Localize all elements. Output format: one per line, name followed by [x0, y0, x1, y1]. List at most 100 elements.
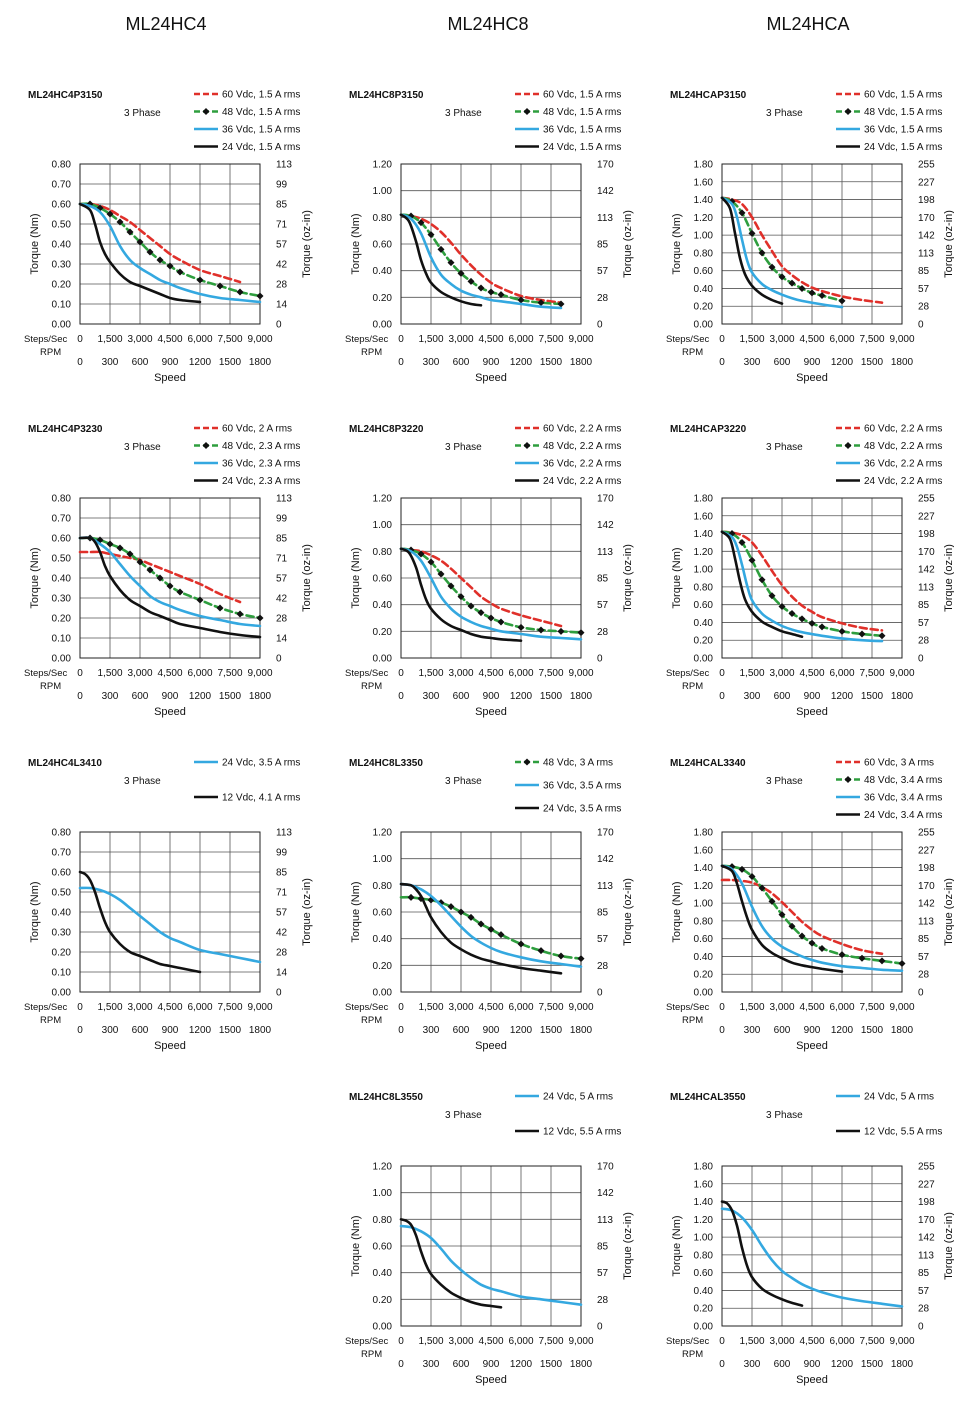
y-tick-label: 0.10	[52, 300, 72, 311]
data-point-marker	[136, 558, 144, 566]
series-line	[720, 196, 784, 305]
data-point-marker	[417, 550, 425, 558]
y2-tick-label: 28	[918, 1304, 930, 1315]
data-point-marker	[126, 550, 134, 558]
x-tick-steps-label: 0	[398, 668, 404, 679]
y-tick-label: 0.00	[373, 988, 393, 999]
x-tick-rpm-label: 600	[132, 357, 149, 368]
chart-svg: ML24HC8L3350 3 Phase 48 Vdc, 3 A rms 36 Vdc…	[345, 758, 634, 1053]
legend-label: 12 Vdc, 4.1 A rms	[222, 793, 300, 804]
x-tick-rpm-label: 300	[744, 691, 761, 702]
chart-subtitle: 3 Phase	[445, 1110, 482, 1121]
y-tick-label: 0.40	[373, 600, 393, 611]
legend-label: 24 Vdc, 2.3 A rms	[222, 476, 300, 487]
data-point-marker	[517, 940, 525, 948]
legend-label: 12 Vdc, 5.5 A rms	[543, 1127, 621, 1138]
x-row-label-steps: Steps/Sec	[24, 668, 68, 679]
x-tick-steps-label: 4,500	[478, 1336, 503, 1347]
series-line	[78, 202, 202, 304]
y2-tick-label: 42	[276, 260, 288, 271]
data-point-marker	[557, 300, 565, 308]
y-tick-label: 0.20	[52, 614, 72, 625]
y2-tick-label: 28	[597, 293, 609, 304]
plot-frame	[400, 163, 582, 325]
x-tick-rpm-label: 0	[77, 1025, 83, 1036]
legend-diamond-marker	[523, 442, 531, 449]
data-point-marker	[467, 913, 475, 921]
torque-chart: ML24HCAL3340 3 Phase 60 Vdc, 3 A rms 48 Vdc…	[666, 750, 954, 1070]
x-tick-steps-label: 3,000	[127, 334, 152, 345]
x-tick-steps-label: 7,500	[859, 334, 884, 345]
y2-tick-label: 0	[597, 988, 603, 999]
series-line	[399, 213, 483, 307]
x-tick-rpm-label: 0	[719, 1025, 725, 1036]
y2-tick-label: 113	[597, 547, 613, 558]
data-point-marker	[738, 865, 746, 873]
y-axis-label: Torque (Nm)	[29, 881, 41, 942]
data-point-marker	[517, 623, 525, 631]
x-tick-rpm-label: 1800	[891, 1359, 914, 1370]
legend-label: 60 Vdc, 3 A rms	[864, 758, 934, 769]
x-tick-steps-label: 7,500	[538, 668, 563, 679]
y-tick-label: 0.20	[373, 1295, 393, 1306]
chart-svg: ML24HCAL3550 3 Phase 24 Vdc, 5 A rms 12 Vdc…	[666, 1092, 954, 1387]
y2-tick-label: 85	[597, 1242, 609, 1253]
y2-tick-label: 85	[276, 868, 288, 879]
chart-subtitle: 3 Phase	[445, 776, 482, 787]
y2-tick-label: 57	[597, 934, 609, 945]
chart-svg: ML24HC8P3220 3 Phase 60 Vdc, 2.2 A rms 48 V…	[345, 424, 634, 719]
y-tick-label: 1.40	[694, 529, 714, 540]
y-tick-label: 1.20	[373, 828, 393, 839]
y-tick-label: 0.30	[52, 594, 72, 605]
y2-tick-label: 28	[597, 961, 609, 972]
y2-tick-label: 85	[918, 934, 930, 945]
y2-tick-label: 28	[597, 1295, 609, 1306]
x-row-label-rpm: RPM	[40, 681, 61, 692]
y-tick-label: 1.00	[694, 565, 714, 576]
data-point-marker	[417, 219, 425, 227]
plot-frame	[79, 163, 261, 325]
y-tick-label: 0.40	[373, 934, 393, 945]
y-tick-label: 0.80	[694, 248, 714, 259]
y2-axis-label: Torque (oz-in)	[622, 544, 634, 612]
x-tick-rpm-label: 1500	[219, 357, 242, 368]
x-tick-steps-label: 3,000	[448, 1002, 473, 1013]
y-tick-label: 0.70	[52, 848, 72, 859]
x-tick-steps-label: 3,000	[127, 668, 152, 679]
x-row-label-rpm: RPM	[682, 1015, 703, 1026]
data-point-marker	[427, 231, 435, 239]
y2-tick-label: 198	[918, 529, 935, 540]
y2-tick-label: 28	[276, 280, 288, 291]
data-point-marker	[196, 596, 204, 604]
y-tick-label: 0.40	[52, 908, 72, 919]
y2-tick-label: 28	[276, 948, 288, 959]
x-tick-rpm-label: 600	[453, 357, 470, 368]
chart-title: ML24HC4L3410	[28, 758, 102, 769]
data-point-marker	[808, 619, 816, 627]
torque-chart: ML24HC8L3550 3 Phase 24 Vdc, 5 A rms 12 Vdc…	[345, 1084, 645, 1404]
x-tick-steps-label: 7,500	[217, 1002, 242, 1013]
data-point-marker	[838, 297, 846, 305]
x-row-label-steps: Steps/Sec	[345, 1002, 389, 1013]
data-point-marker	[176, 268, 184, 276]
data-point-marker	[768, 592, 776, 600]
x-tick-rpm-label: 1800	[570, 691, 593, 702]
x-tick-rpm-label: 900	[483, 357, 500, 368]
y2-tick-label: 14	[276, 968, 288, 979]
y2-tick-label: 170	[597, 160, 614, 171]
legend-diamond-marker	[844, 108, 852, 115]
y2-tick-label: 28	[918, 970, 930, 981]
y-tick-label: 0.60	[694, 266, 714, 277]
x-tick-steps-label: 9,000	[247, 668, 272, 679]
x-tick-steps-label: 1,500	[739, 334, 764, 345]
data-point-marker	[748, 872, 756, 880]
x-tick-rpm-label: 1800	[570, 357, 593, 368]
y2-tick-label: 0	[918, 654, 924, 665]
data-point-marker	[407, 893, 415, 901]
data-point-marker	[447, 582, 455, 590]
data-point-marker	[788, 922, 796, 930]
y-tick-label: 0.60	[373, 240, 393, 251]
torque-chart: ML24HC8P3150 3 Phase 60 Vdc, 1.5 A rms 48 V…	[345, 82, 645, 402]
chart-subtitle: 3 Phase	[766, 442, 803, 453]
y2-tick-label: 0	[918, 1322, 924, 1333]
